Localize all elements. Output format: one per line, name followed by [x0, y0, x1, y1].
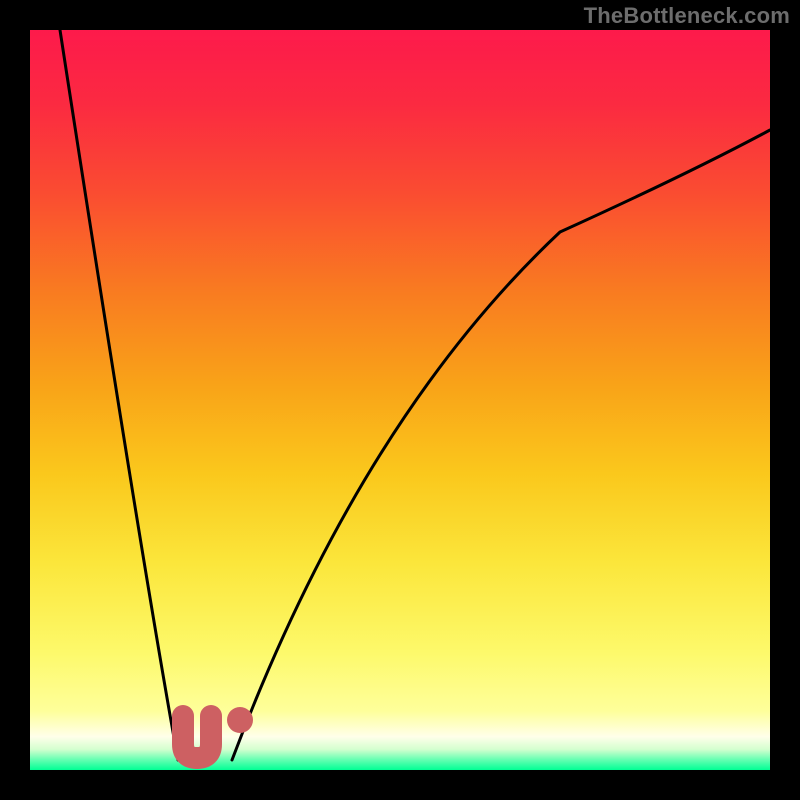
valley-dot-marker [227, 707, 253, 733]
watermark-text: TheBottleneck.com [584, 3, 790, 29]
gradient-background [30, 30, 770, 770]
chart-stage: TheBottleneck.com [0, 0, 800, 800]
bottleneck-chart [0, 0, 800, 800]
